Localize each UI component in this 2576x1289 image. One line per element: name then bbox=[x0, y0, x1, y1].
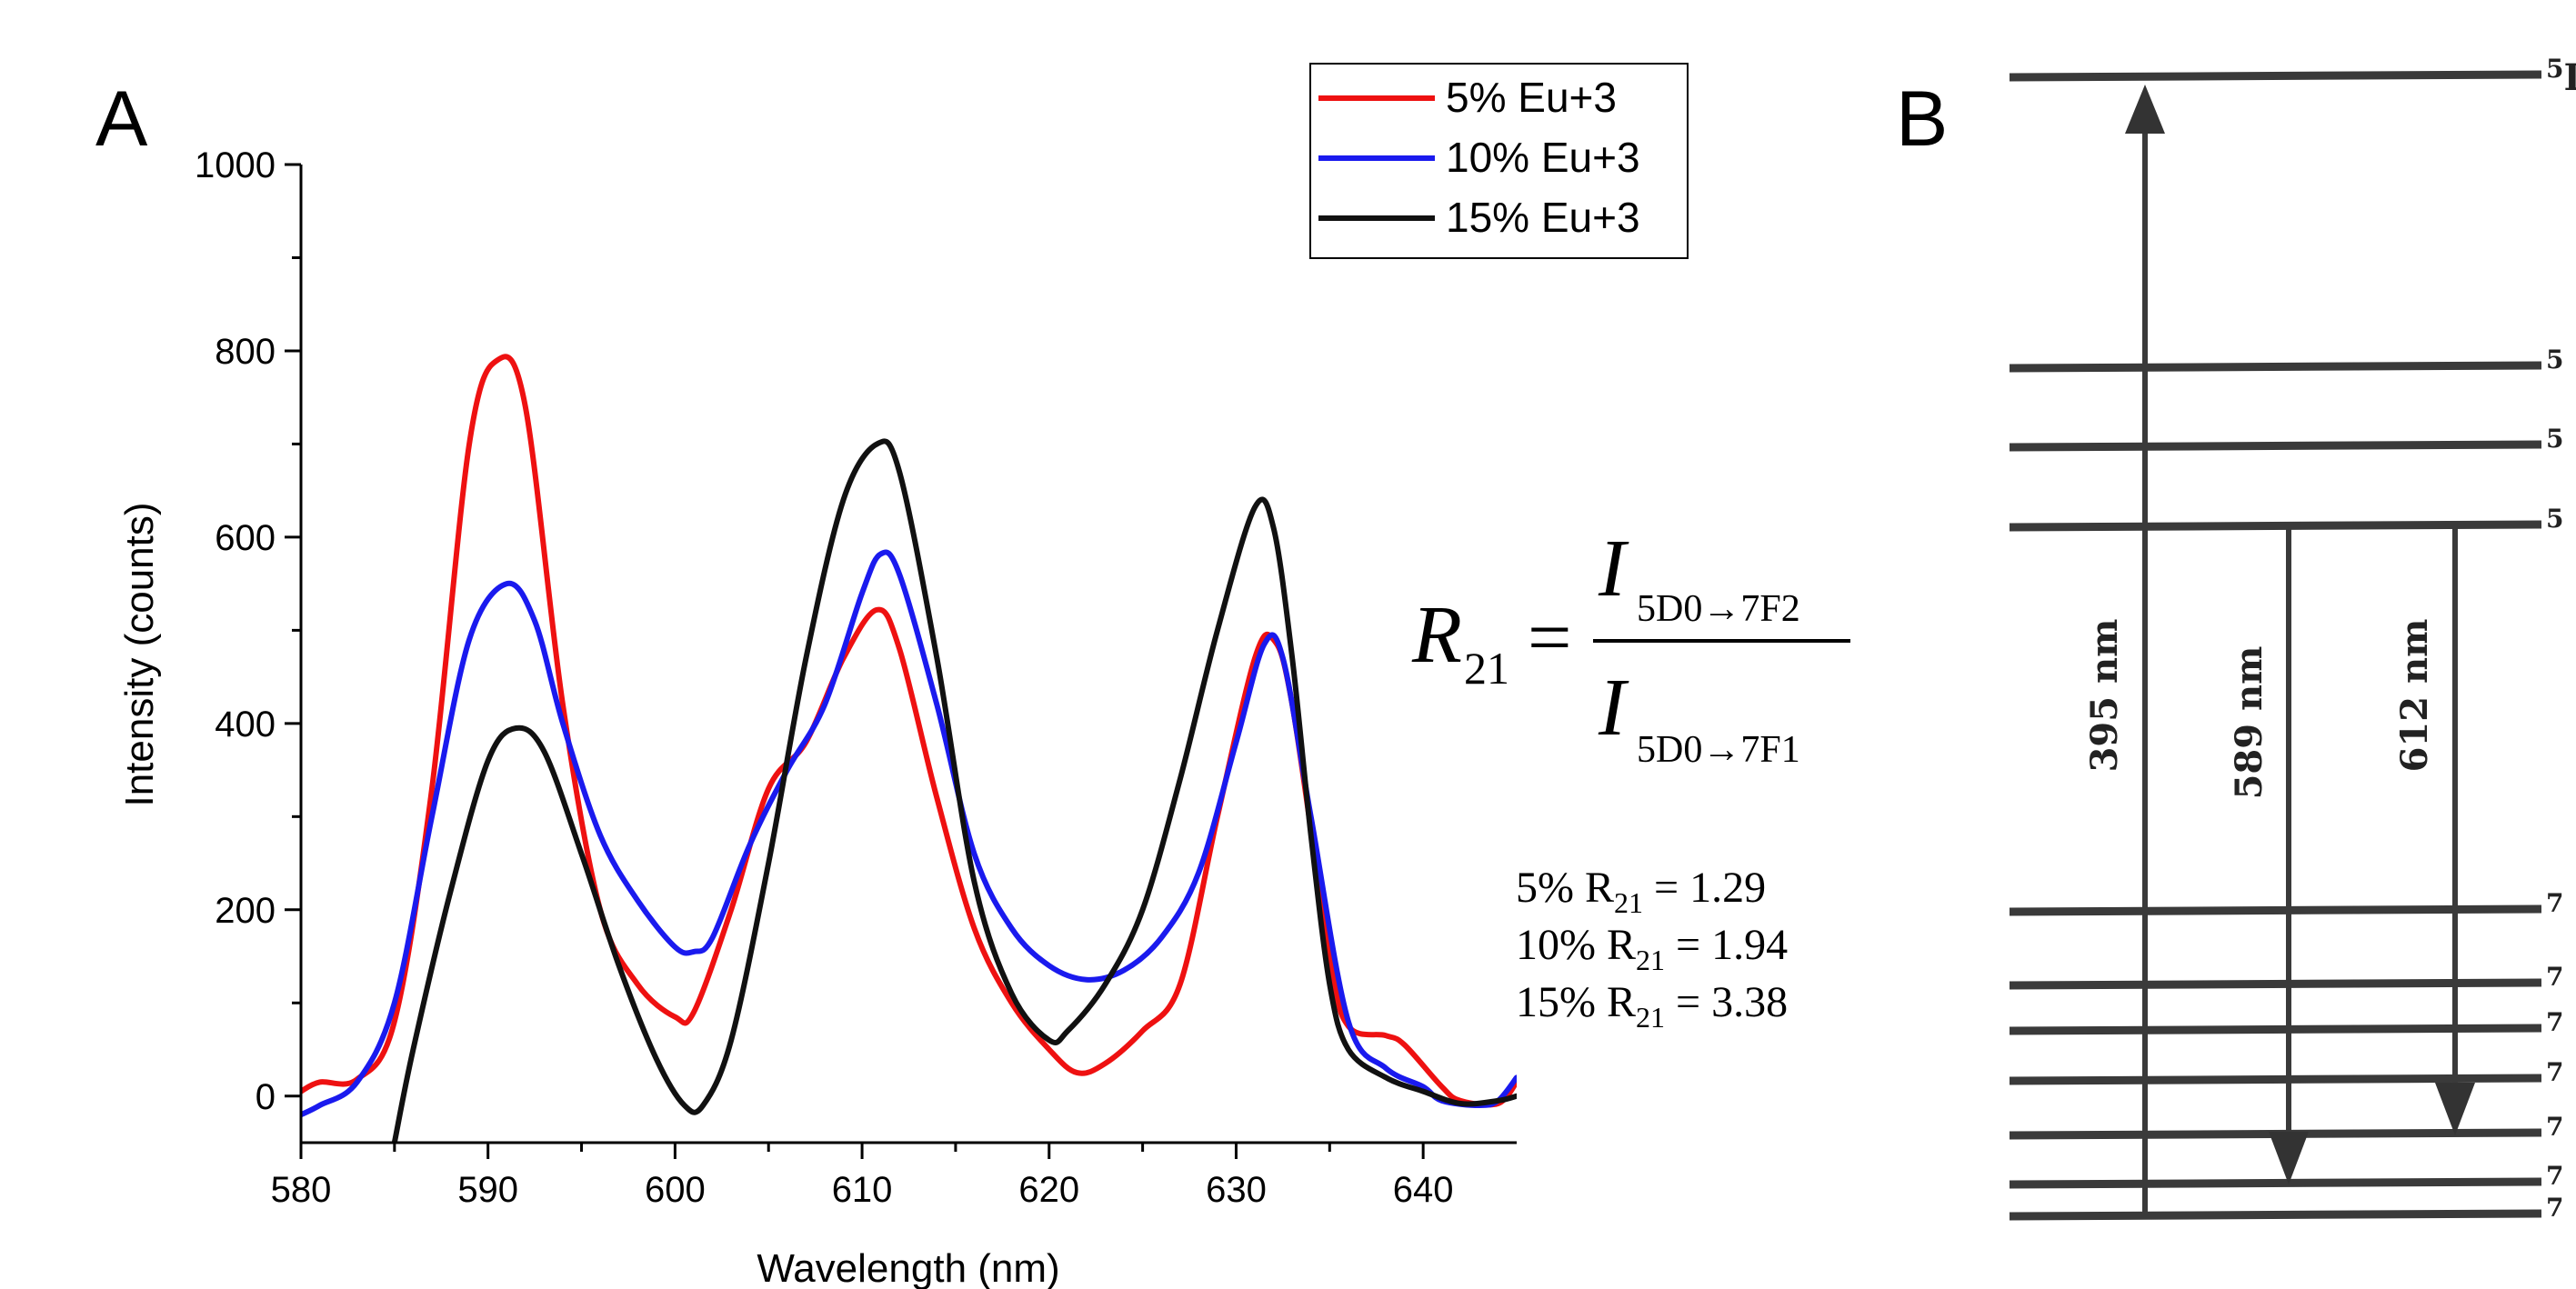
energy-level-line bbox=[2009, 1177, 2542, 1189]
energy-level-label: 5 bbox=[2546, 424, 2563, 454]
panel-b-label: B bbox=[1896, 75, 1948, 163]
energy-level-line bbox=[2009, 520, 2542, 532]
transition-label: 589 nm bbox=[2228, 646, 2270, 800]
energy-level-label: 7 bbox=[2546, 1193, 2563, 1223]
y-tick-label: 800 bbox=[215, 332, 276, 372]
energy-level-label: 7 bbox=[2546, 888, 2563, 918]
equation-denominator-subscript: 5D0→7F1 bbox=[1637, 729, 1800, 771]
x-tick-label: 590 bbox=[457, 1170, 518, 1210]
y-axis-label: Intensity (counts) bbox=[117, 502, 162, 806]
axes bbox=[299, 165, 1517, 1144]
energy-level-line bbox=[2009, 361, 2542, 373]
transition-label: 395 nm bbox=[2083, 619, 2126, 773]
energy-level-label: 7 bbox=[2546, 962, 2563, 992]
energy-level-label: 7 bbox=[2546, 1112, 2563, 1142]
arrow-head-down-icon bbox=[2269, 1132, 2309, 1184]
y-tick-label: 0 bbox=[256, 1077, 276, 1117]
energy-level-line bbox=[2009, 1074, 2542, 1085]
arrow-head-up-icon bbox=[2125, 85, 2165, 134]
energy-level-line bbox=[2009, 904, 2542, 916]
energy-level-label: 5L bbox=[2546, 54, 2576, 99]
x-tick-label: 600 bbox=[645, 1170, 706, 1210]
panel-a-label: A bbox=[95, 75, 148, 163]
arrow-head-down-icon bbox=[2435, 1083, 2475, 1135]
x-ticks: 580 590 600 610 620 630 640 bbox=[271, 1143, 1454, 1210]
spectrum-plot: 580 590 600 610 620 630 640 02004006008001000 … bbox=[117, 63, 1689, 1289]
y-tick-label: 400 bbox=[215, 704, 276, 744]
equation-numerator: I bbox=[1598, 524, 1629, 614]
y-tick-label: 600 bbox=[215, 518, 276, 558]
y-tick-label: 1000 bbox=[195, 145, 276, 185]
energy-level-line bbox=[2009, 1024, 2542, 1035]
ratio-line: 15% R21 = 3.38 bbox=[1516, 978, 1788, 1034]
y-ticks: 0 200 400 600 800 1000 bbox=[195, 145, 301, 1117]
r21-equation: R 21 = I 5D0→7F2 I 5D0→7F1 bbox=[1411, 524, 1850, 771]
transition-label: 612 nm bbox=[2393, 619, 2436, 773]
series-layer bbox=[301, 354, 1517, 1143]
panel-a: A 580 590 600 610 620 630 640 0 200 400 600 800 100… bbox=[95, 63, 1850, 1289]
series-line-1 bbox=[301, 354, 1517, 1108]
ratio-line: 5% R21 = 1.29 bbox=[1516, 864, 1766, 919]
energy-level-label: 7 bbox=[2546, 1161, 2563, 1191]
y-tick-label: 200 bbox=[215, 891, 276, 931]
ratio-line: 10% R21 = 1.94 bbox=[1516, 921, 1788, 976]
energy-level-line bbox=[2009, 1209, 2542, 1221]
equation-lhs-subscript: 21 bbox=[1464, 643, 1509, 694]
legend-label: 10% Eu+3 bbox=[1446, 134, 1640, 181]
series-line-3 bbox=[391, 438, 1517, 1143]
equation-denominator: I bbox=[1598, 663, 1629, 753]
series-line-2 bbox=[301, 549, 1517, 1118]
x-tick-label: 630 bbox=[1206, 1170, 1267, 1210]
legend: 5% Eu+3 10% Eu+3 15% Eu+3 bbox=[1309, 63, 1689, 259]
energy-level-line bbox=[2009, 70, 2542, 82]
legend-label: 5% Eu+3 bbox=[1446, 74, 1617, 121]
legend-label: 15% Eu+3 bbox=[1446, 194, 1640, 241]
energy-level-label: 5 bbox=[2546, 345, 2563, 375]
transitions: 395 nm 589 nm 612 nm bbox=[2083, 85, 2475, 1216]
x-axis-label: Wavelength (nm) bbox=[757, 1246, 1059, 1289]
energy-level-label: 7 bbox=[2546, 1057, 2563, 1087]
energy-level-label: 5 bbox=[2546, 504, 2563, 534]
equation-equals: = bbox=[1528, 594, 1572, 681]
energy-level-label: 7 bbox=[2546, 1007, 2563, 1037]
energy-level-line bbox=[2009, 440, 2542, 452]
x-tick-label: 640 bbox=[1393, 1170, 1454, 1210]
equation-lhs: R bbox=[1411, 590, 1462, 680]
energy-level-line bbox=[2009, 978, 2542, 990]
x-tick-label: 580 bbox=[271, 1170, 332, 1210]
legend-items: 5% Eu+3 10% Eu+3 15% Eu+3 bbox=[1318, 74, 1640, 241]
x-tick-label: 620 bbox=[1018, 1170, 1079, 1210]
equation-numerator-subscript: 5D0→7F2 bbox=[1637, 588, 1800, 630]
x-tick-label: 610 bbox=[832, 1170, 893, 1210]
